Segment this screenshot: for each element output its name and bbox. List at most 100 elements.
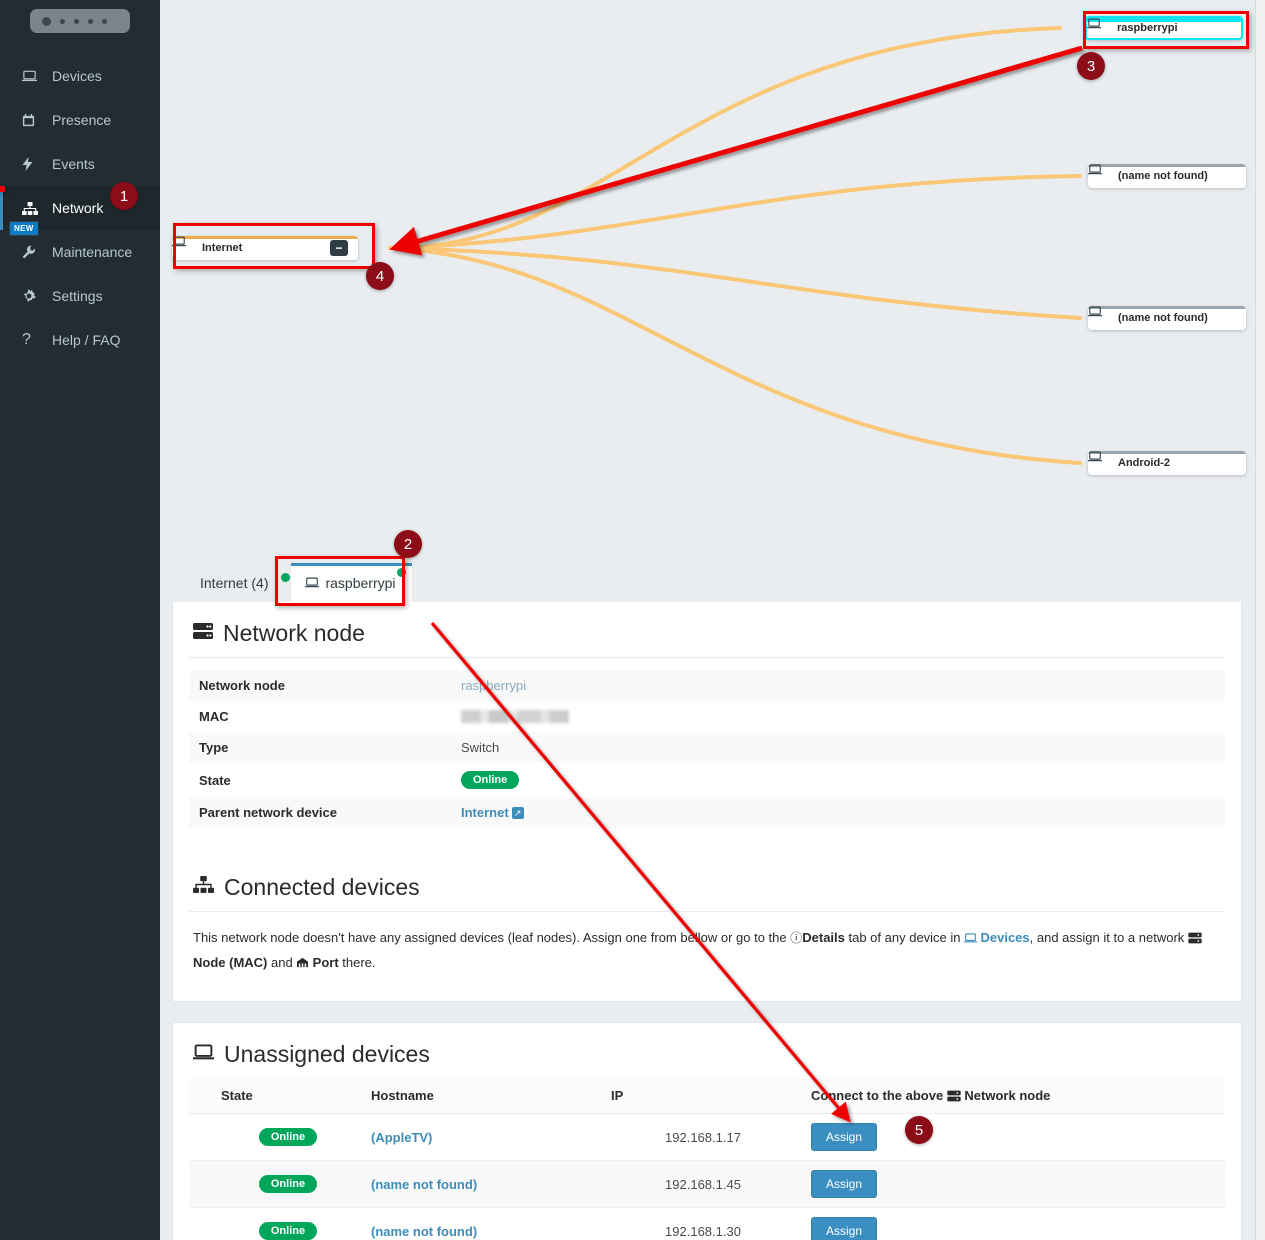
graph-node-unnamed-2[interactable]: (name not found)	[1088, 306, 1246, 330]
sitemap-icon	[22, 201, 44, 215]
row-spacer	[189, 1160, 213, 1209]
table-row: Parent network device Internet ↗	[189, 797, 1225, 828]
annotation-marker-2: 2	[394, 530, 422, 558]
devices-link[interactable]: Devices	[980, 930, 1030, 945]
server-icon	[193, 622, 213, 646]
col-action-prefix: Connect to the above	[811, 1088, 947, 1104]
sidebar-item-settings[interactable]: Settings	[0, 274, 160, 318]
annotation-marker-3: 3	[1077, 52, 1105, 80]
cell-state: Online	[213, 1113, 363, 1162]
external-link-icon[interactable]: ↗	[511, 807, 524, 819]
sidebar-item-label: Settings	[52, 288, 103, 304]
note-part-5: there.	[338, 954, 376, 970]
sidebar-item-presence[interactable]: Presence	[0, 98, 160, 142]
sidebar: Devices Presence Events Network	[0, 0, 160, 1240]
node-top-accent	[1088, 306, 1246, 309]
table-row: State Online	[189, 763, 1225, 797]
table-row: Online (AppleTV) 192.168.1.17 Assign	[189, 1113, 1225, 1162]
row-key: Network node	[199, 678, 285, 693]
network-node-heading: Network node	[193, 620, 1225, 647]
note-part-1: This network node doesn't have any assig…	[193, 930, 791, 945]
network-node-details-table: Network node raspberrypi MAC Type Switch	[189, 670, 1225, 828]
tab-label: raspberrypi	[325, 575, 396, 591]
sidebar-item-label: Network	[52, 200, 104, 216]
assign-button[interactable]: Assign	[811, 1170, 878, 1199]
node-tabs: Internet (4) raspberrypi	[172, 540, 1242, 602]
cell-state: Online	[213, 1207, 363, 1240]
parent-device-link[interactable]: Internet	[461, 805, 509, 820]
status-badge: Online	[461, 771, 520, 789]
row-value: Online	[451, 763, 1225, 797]
logo-dot-1	[60, 18, 65, 24]
network-graph[interactable]: Internet − raspberrypi (name not found) …	[160, 0, 1255, 540]
hostname-link[interactable]: (name not found)	[371, 1223, 478, 1239]
col-ip: IP	[603, 1078, 803, 1115]
row-value	[451, 701, 1225, 732]
table-row: Network node raspberrypi	[189, 670, 1225, 701]
cell-action: Assign	[803, 1113, 1225, 1162]
graph-node-android-2[interactable]: Android-2	[1088, 451, 1246, 475]
status-badge: Online	[258, 1222, 318, 1240]
sitemap-icon	[193, 876, 214, 899]
col-state: State	[213, 1078, 363, 1115]
node-top-accent	[172, 236, 358, 239]
divider	[189, 911, 1225, 912]
collapse-button[interactable]: −	[330, 240, 348, 256]
annotation-marker-1: 1	[110, 182, 138, 210]
sidebar-header	[0, 0, 160, 42]
unassigned-devices-card: Unassigned devices State Hostname IP Con…	[172, 1022, 1242, 1240]
note-node-mac-label: Node (MAC)	[193, 954, 268, 970]
cell-hostname: (AppleTV)	[363, 1113, 603, 1162]
node-top-accent	[1088, 164, 1246, 167]
sidebar-item-label: Maintenance	[52, 244, 133, 260]
table-row: Online (name not found) 192.168.1.30 Ass…	[189, 1207, 1225, 1240]
graph-node-label: (name not found)	[1118, 170, 1208, 182]
logo-dot-large	[42, 16, 51, 26]
sidebar-item-events[interactable]: Events	[0, 142, 160, 186]
row-value: Internet ↗	[451, 797, 1225, 828]
sidebar-item-maintenance[interactable]: NEW Maintenance	[0, 221, 160, 274]
graph-node-raspberrypi[interactable]: raspberrypi	[1085, 16, 1243, 40]
note-details-label: Details	[802, 930, 845, 945]
laptop-icon	[193, 1044, 214, 1066]
connected-devices-heading: Connected devices	[193, 874, 1225, 901]
status-badge: Online	[258, 1175, 318, 1194]
laptop-icon	[305, 576, 320, 591]
table-header-row: State Hostname IP Connect to the above N…	[189, 1078, 1225, 1115]
graph-node-internet[interactable]: Internet −	[172, 236, 358, 260]
gear-icon	[22, 289, 44, 303]
col-action: Connect to the above Network node	[803, 1078, 1225, 1115]
page-scrollbar[interactable]	[1255, 0, 1265, 1240]
sidebar-item-devices[interactable]: Devices	[0, 54, 160, 98]
col-action-suffix: Network node	[964, 1088, 1051, 1104]
tab-label: Internet (4)	[200, 575, 269, 591]
info-icon: ⓘ	[790, 931, 803, 945]
wrench-icon	[22, 245, 44, 259]
network-node-link[interactable]: raspberrypi	[461, 678, 527, 693]
section-title: Network node	[223, 620, 365, 646]
hostname-link[interactable]: (AppleTV)	[371, 1129, 433, 1145]
graph-node-unnamed-1[interactable]: (name not found)	[1088, 164, 1246, 188]
assign-button[interactable]: Assign	[811, 1123, 878, 1152]
sidebar-item-label: Events	[52, 156, 95, 172]
cell-state: Online	[213, 1160, 363, 1209]
status-badge: Online	[258, 1128, 318, 1147]
section-title: Unassigned devices	[224, 1041, 430, 1068]
sidebar-item-label: Presence	[52, 112, 112, 128]
network-node-card: Network node Network node raspberrypi MA…	[172, 602, 1242, 1003]
server-icon	[947, 1088, 965, 1103]
node-top-accent	[1088, 451, 1246, 454]
cell-action: Assign	[803, 1160, 1225, 1209]
assign-button[interactable]: Assign	[811, 1217, 878, 1240]
tab-internet[interactable]: Internet (4)	[186, 565, 291, 602]
hostname-link[interactable]: (name not found)	[371, 1176, 478, 1192]
note-port-label: Port	[312, 954, 339, 970]
bolt-icon	[22, 157, 44, 171]
tab-raspberrypi[interactable]: raspberrypi	[290, 562, 413, 602]
sidebar-item-help-faq[interactable]: ? Help / FAQ	[0, 318, 160, 362]
row-key: Type	[199, 740, 229, 755]
mac-redacted	[461, 710, 569, 723]
note-part-2: tab of any device in	[844, 930, 965, 945]
laptop-icon	[22, 70, 44, 82]
